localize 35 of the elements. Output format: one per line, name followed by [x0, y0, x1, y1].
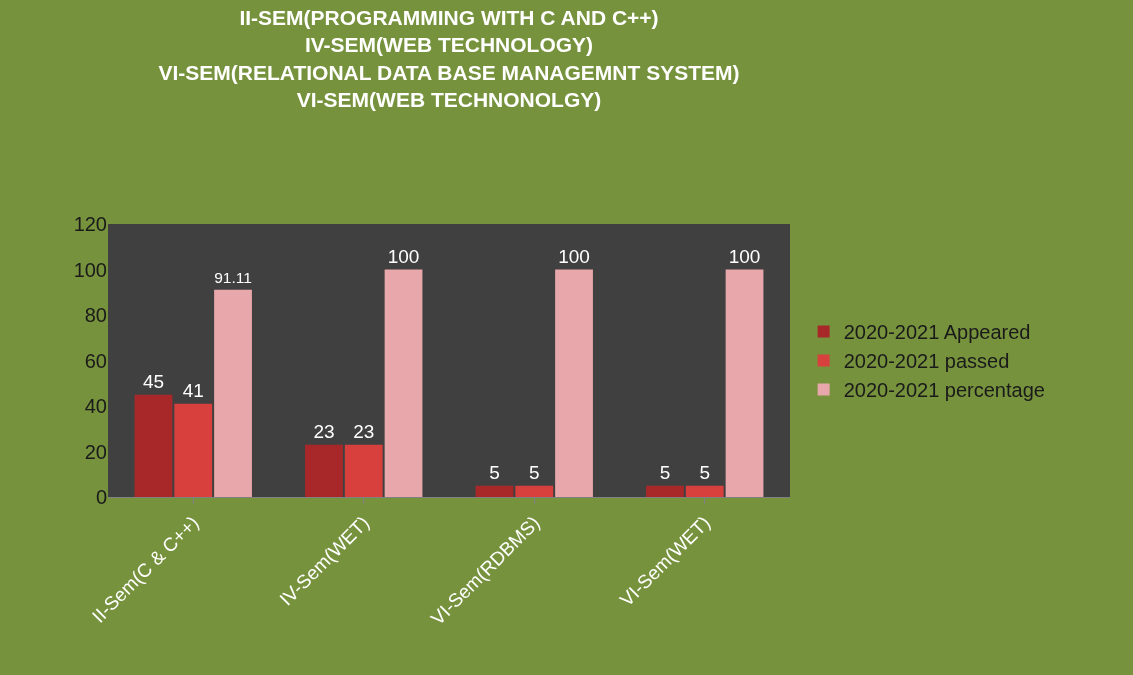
legend-label: 2020-2021 Appeared — [843, 321, 1031, 344]
data-label: 100 — [558, 245, 590, 267]
data-label: 100 — [728, 245, 761, 267]
y-tick-label: 40 — [84, 395, 107, 417]
legend-label: 2020-2021 percentage — [843, 379, 1045, 402]
bar — [685, 485, 724, 497]
bar — [134, 394, 173, 497]
data-label: 5 — [659, 461, 671, 483]
bar — [475, 485, 514, 497]
bar — [555, 269, 593, 497]
data-label: 41 — [182, 379, 204, 401]
data-label: 23 — [353, 420, 375, 442]
data-label: 45 — [142, 370, 165, 392]
bar — [344, 444, 383, 497]
data-label: 5 — [489, 461, 500, 483]
data-label: 5 — [528, 461, 540, 483]
bar — [725, 269, 764, 497]
bar — [646, 485, 684, 497]
legend-label: 2020-2021 passed — [843, 350, 1010, 373]
y-tick-label: 80 — [84, 304, 107, 326]
y-tick-label: 20 — [84, 440, 107, 463]
y-tick-label: 100 — [73, 258, 107, 281]
chart-title: II-SEM(PROGRAMMING WITH C AND C++) IV-SEM(WEB TECHNOLOGY) VI-SEM(RELATIONAL DATA BASE MANAGEMNT SYSTEM) VI-SEM(WEB TECHNONOLGY) — [158, 5, 740, 111]
y-tick-label: 60 — [84, 349, 107, 372]
y-tick-label: 0 — [95, 486, 107, 508]
data-label: 23 — [313, 420, 335, 442]
bar — [384, 269, 423, 497]
bar — [515, 485, 554, 497]
bar — [174, 403, 213, 497]
bar — [214, 289, 252, 497]
y-tick-label: 120 — [73, 213, 107, 235]
data-label: 91.11 — [214, 269, 252, 287]
data-label: 5 — [699, 461, 711, 483]
data-label: 100 — [387, 245, 420, 267]
bar — [305, 444, 343, 497]
